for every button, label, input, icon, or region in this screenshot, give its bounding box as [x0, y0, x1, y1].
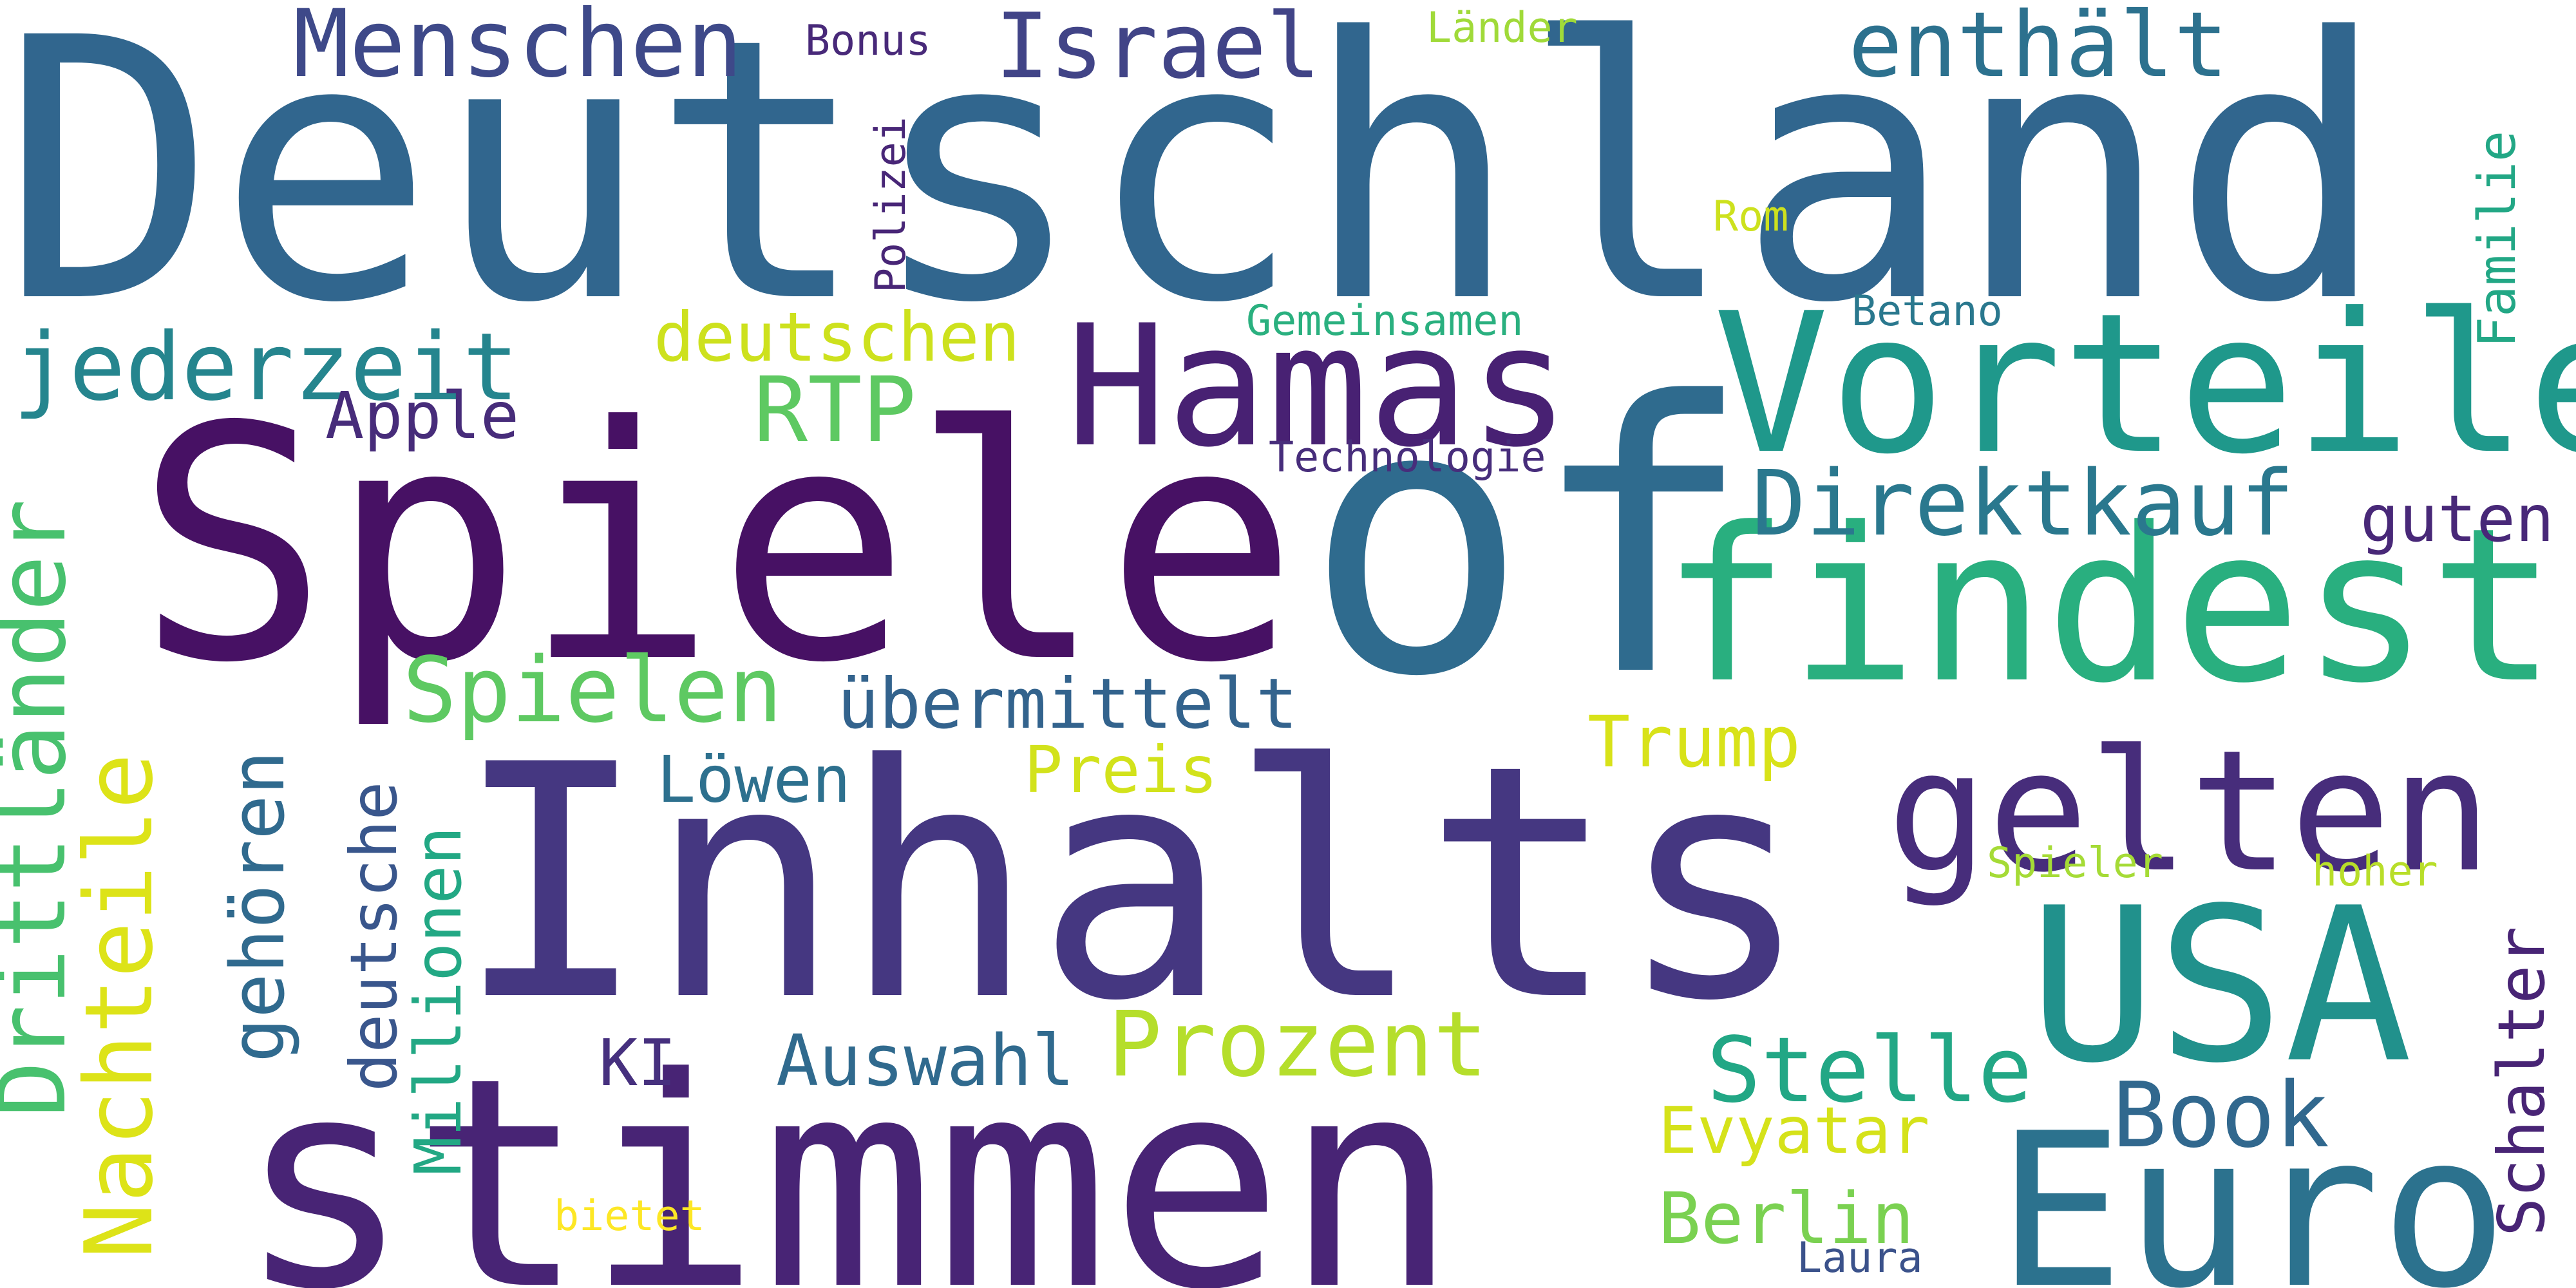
cloud-word: Schalter [2484, 926, 2559, 1236]
cloud-word: Spiele [135, 358, 1298, 733]
cloud-word: Stelle [1707, 1018, 2032, 1123]
cloud-word: übermittelt [837, 664, 1298, 744]
cloud-word: Rom [1713, 193, 1788, 241]
cloud-word: hoher [2312, 848, 2438, 896]
cloud-word: stimmen [237, 1016, 1458, 1288]
cloud-word: of [1304, 323, 1754, 758]
cloud-word: Nachteile [65, 753, 174, 1259]
cloud-word: Deutschland [0, 0, 2389, 382]
cloud-word: bietet [554, 1192, 705, 1240]
cloud-word: Inhalts [454, 696, 1811, 1071]
cloud-word: jederzeit [13, 313, 519, 422]
cloud-word: KI [599, 1025, 676, 1101]
cloud-word: Berlin [1658, 1177, 1914, 1260]
cloud-word: Auswahl [776, 1019, 1075, 1102]
cloud-word: Euro [1996, 1088, 2508, 1288]
cloud-word: Länder [1426, 4, 1578, 52]
cloud-word: deutschen [654, 298, 1020, 377]
cloud-word: gehören [215, 750, 301, 1063]
cloud-word: Löwen [657, 742, 851, 817]
cloud-word: Gemeinsamen [1246, 297, 1523, 345]
cloud-word: Menschen [293, 0, 743, 99]
cloud-word: findest [1662, 482, 2557, 730]
cloud-word: Vorteile [1713, 272, 2576, 497]
cloud-word: Bonus [805, 17, 931, 65]
cloud-word: Spieler [1987, 839, 2163, 887]
cloud-word: Evyatar [1658, 1093, 1929, 1168]
cloud-word: Israel [995, 0, 1321, 99]
cloud-word: Trump [1587, 701, 1801, 783]
cloud-word: Polizei [867, 117, 915, 293]
cloud-word: Apple [325, 378, 519, 453]
cloud-word: RTP [753, 358, 916, 463]
cloud-word: Millionen [401, 826, 476, 1175]
cloud-word: Direktkauf [1752, 451, 2295, 556]
cloud-word: Prozent [1108, 992, 1488, 1097]
cloud-word: Technologie [1269, 433, 1546, 482]
cloud-word: Laura [1797, 1234, 1923, 1282]
cloud-word: Familie [2467, 131, 2527, 348]
cloud-word: gelten [1887, 715, 2492, 909]
cloud-word: Preis [1024, 732, 1218, 808]
cloud-word: guten [2360, 481, 2554, 556]
cloud-word: USA [2029, 862, 2412, 1110]
cloud-word: enthält [1848, 0, 2228, 98]
cloud-word: Drittländer [0, 499, 87, 1117]
cloud-word: Spielen [402, 638, 782, 743]
cloud-word: Book [2112, 1063, 2329, 1168]
cloud-word: deutsche [336, 781, 412, 1092]
cloud-word: Betano [1852, 287, 2003, 336]
cloud-word: Hamas [1066, 290, 1570, 484]
